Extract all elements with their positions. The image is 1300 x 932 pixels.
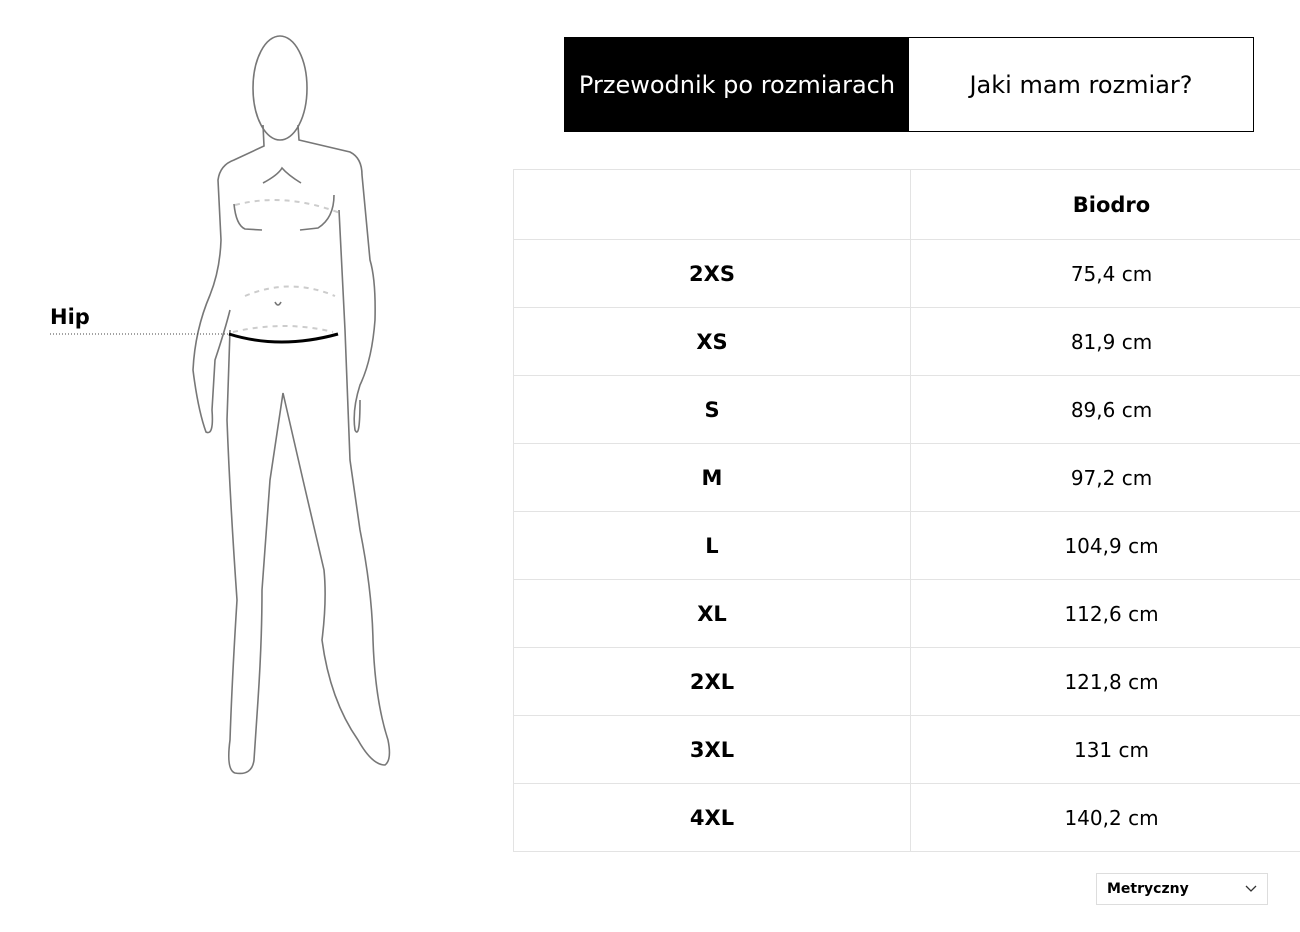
tab-what-is-my-size[interactable]: Jaki mam rozmiar? [969, 70, 1193, 99]
hip-cell: 89,6 cm [910, 375, 1300, 444]
size-cell: 3XL [513, 715, 911, 784]
hip-measurement-label: Hip [50, 305, 90, 329]
chevron-down-icon [1245, 885, 1257, 892]
size-guide-tabs: Przewodnik po rozmiarach Jaki mam rozmia… [564, 37, 1254, 132]
body-figure-illustration [50, 35, 391, 775]
table-row: XS 81,9 cm [513, 307, 1300, 376]
hip-cell: 81,9 cm [910, 307, 1300, 376]
unit-select[interactable]: Metryczny [1096, 873, 1268, 905]
hip-cell: 121,8 cm [910, 647, 1300, 716]
size-cell: 2XL [513, 647, 911, 716]
table-row: 4XL 140,2 cm [513, 783, 1300, 852]
hip-cell: 140,2 cm [910, 783, 1300, 852]
hip-cell: 97,2 cm [910, 443, 1300, 512]
tab-size-guide[interactable]: Przewodnik po rozmiarach [565, 38, 909, 131]
size-cell: 2XS [513, 239, 911, 308]
size-cell: L [513, 511, 911, 580]
size-table: Biodro 2XS 75,4 cm XS 81,9 cm S 89,6 cm M 97,2 … [513, 169, 1300, 852]
table-row: L 104,9 cm [513, 511, 1300, 580]
table-header-row: Biodro [513, 169, 1300, 240]
hip-cell: 104,9 cm [910, 511, 1300, 580]
table-row: 2XS 75,4 cm [513, 239, 1300, 308]
size-cell: 4XL [513, 783, 911, 852]
header-size [513, 169, 911, 240]
table-row: 2XL 121,8 cm [513, 647, 1300, 716]
size-cell: M [513, 443, 911, 512]
hip-cell: 75,4 cm [910, 239, 1300, 308]
hip-cell: 112,6 cm [910, 579, 1300, 648]
size-cell: XS [513, 307, 911, 376]
size-cell: S [513, 375, 911, 444]
hip-cell: 131 cm [910, 715, 1300, 784]
table-row: M 97,2 cm [513, 443, 1300, 512]
unit-select-value: Metryczny [1107, 881, 1189, 897]
header-hip: Biodro [910, 169, 1300, 240]
table-row: XL 112,6 cm [513, 579, 1300, 648]
table-row: 3XL 131 cm [513, 715, 1300, 784]
size-cell: XL [513, 579, 911, 648]
table-row: S 89,6 cm [513, 375, 1300, 444]
